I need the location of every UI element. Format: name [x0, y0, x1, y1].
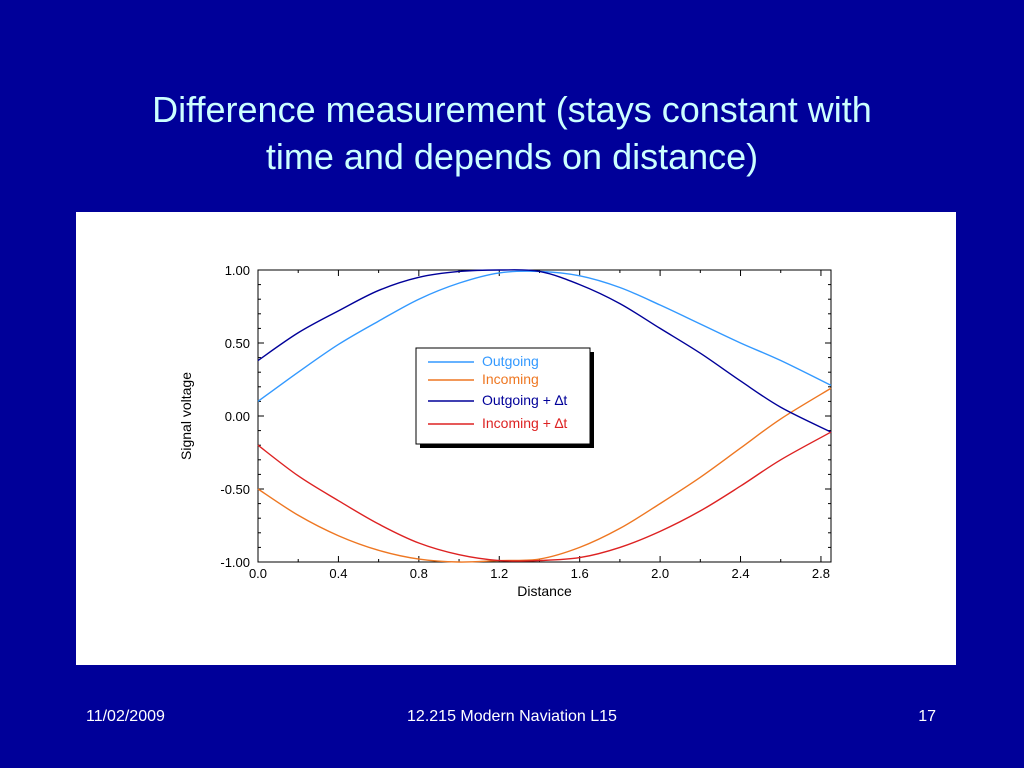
x-tick-label: 2.8	[812, 566, 830, 581]
legend-label-4: Incoming + ∆t	[482, 415, 567, 431]
y-tick-label: -0.50	[220, 482, 250, 497]
x-tick-label: 0.4	[329, 566, 347, 581]
footer-page-number: 17	[918, 708, 936, 725]
slide-title-line-1: Difference measurement (stays constant w…	[152, 89, 872, 130]
x-tick-label: 1.2	[490, 566, 508, 581]
x-tick-label: 1.6	[571, 566, 589, 581]
series-line-3	[257, 269, 832, 433]
x-tick-label: 2.0	[651, 566, 669, 581]
chart-panel: 0.0 0.4 0.8 1.2 1.6 2.0 2.4 2.8 1.00 0.50 0.00 -0.5…	[76, 212, 956, 665]
slide-title: Difference measurement (stays constant w…	[60, 86, 964, 180]
footer-date: 11/02/2009	[86, 708, 165, 725]
legend-label-3: Outgoing + ∆t	[482, 392, 567, 408]
y-axis-label: Signal voltage	[178, 372, 194, 460]
x-tick-label: 0.0	[249, 566, 267, 581]
footer-course: 12.215 Modern Naviation L15	[407, 708, 617, 725]
y-tick-label: -1.00	[220, 555, 250, 570]
x-tick-label: 0.8	[410, 566, 428, 581]
slide-title-line-2: time and depends on distance)	[265, 136, 759, 177]
series-line-2	[257, 387, 832, 563]
y-tick-label: 0.50	[225, 336, 250, 351]
y-tick-label: 0.00	[225, 409, 250, 424]
y-tick-label: 1.00	[225, 263, 250, 278]
series-line-4	[257, 431, 832, 562]
chart-svg: 0.0 0.4 0.8 1.2 1.6 2.0 2.4 2.8 1.00 0.50 0.00 -0.5…	[178, 263, 832, 599]
legend-box	[415, 347, 591, 445]
x-tick-label: 2.4	[731, 566, 749, 581]
legend-label-1: Outgoing	[482, 353, 539, 369]
legend-label-2: Incoming	[482, 371, 539, 387]
x-axis-label: Distance	[517, 583, 572, 599]
